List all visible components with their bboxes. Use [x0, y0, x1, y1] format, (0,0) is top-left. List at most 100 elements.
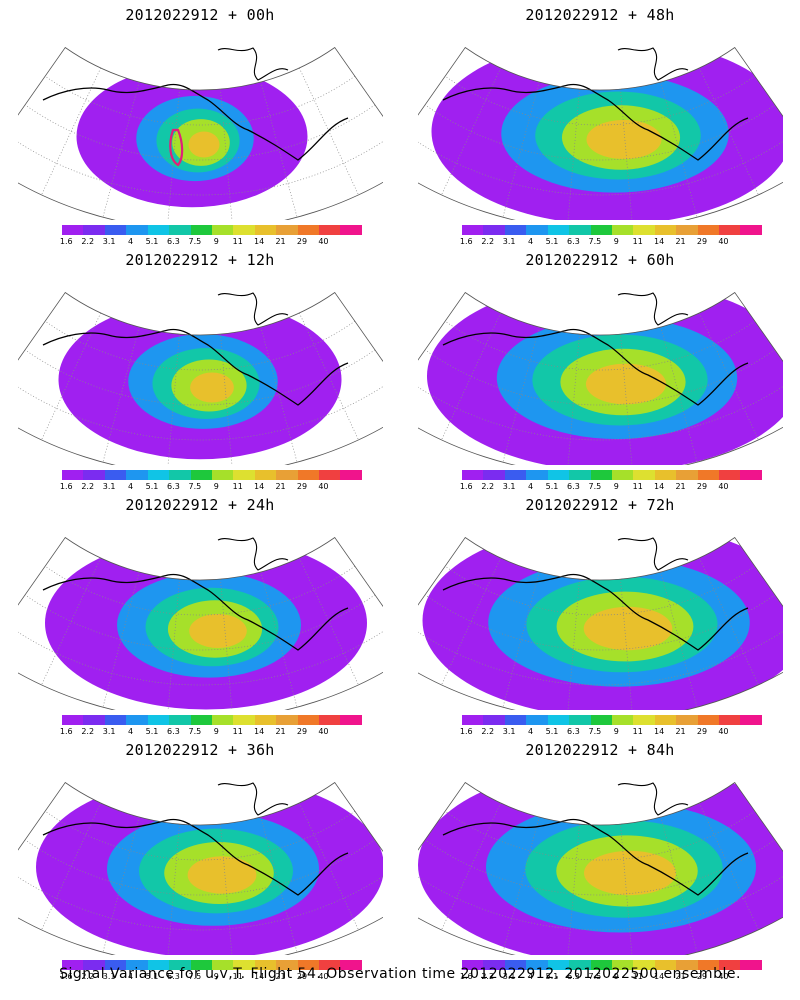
colorbar-tick-label: 1.6 [59, 237, 73, 246]
colorbar-tick-label: 1.6 [459, 972, 473, 981]
variance-field [58, 299, 342, 460]
variance-map [418, 781, 783, 955]
colorbar-tick-label: 29 [296, 727, 308, 736]
panel-title: 2012022912 + 48h [525, 6, 675, 24]
colorbar-segment [169, 960, 191, 970]
domain-outline [18, 536, 383, 710]
colorbar-segment [62, 715, 84, 725]
colorbar-segment [126, 715, 148, 725]
colorbar-tick-label: 14 [654, 237, 665, 246]
colorbar-segment [697, 715, 720, 725]
colorbar-segment [569, 715, 591, 725]
colorbar-tick-label: 4 [528, 237, 534, 246]
colorbar-segment [633, 715, 655, 725]
colorbar-tick-label: 5.1 [545, 482, 559, 491]
colorbar-tick-label: 3.1 [502, 237, 516, 246]
colorbar-segment [254, 960, 277, 970]
colorbar-tick-label: 6.3 [567, 972, 580, 981]
colorbar-tick-label: 5.1 [545, 727, 559, 736]
contour-fill [188, 131, 220, 158]
variance-field [431, 47, 783, 220]
variance-field [76, 65, 308, 208]
map-panel: 2012022912 + 60h 1.6 2.2 3.1 4 5.1 6.3 7.5 9 11 14… [400, 247, 800, 492]
colorbar-segment [190, 225, 212, 235]
colorbar-segment [676, 960, 698, 970]
colorbar-ticks: 1.6 2.2 3.1 4 5.1 6.3 7.5 9 11 14 21 29 40 [452, 482, 772, 492]
panel-title: 2012022912 + 36h [125, 741, 275, 759]
colorbar-tick-label: 29 [696, 482, 708, 491]
variance-map [418, 291, 783, 465]
colorbar-segment [169, 225, 191, 235]
colorbar [62, 960, 362, 970]
colorbar-tick-label: 1.6 [459, 237, 473, 246]
colorbar-segment [719, 225, 741, 235]
colorbar-segment [126, 470, 148, 480]
colorbar-tick-label: 5.1 [145, 237, 159, 246]
contour-fill [586, 119, 662, 160]
colorbar-segment [297, 225, 320, 235]
domain-outline [418, 781, 783, 955]
colorbar-segment [611, 715, 634, 725]
colorbar-segment [147, 470, 170, 480]
colorbar-segment [211, 225, 234, 235]
colorbar-segment [190, 470, 212, 480]
colorbar-tick-label: 2.2 [81, 237, 95, 246]
arctic-islands [217, 47, 289, 81]
colorbar-segment [547, 225, 570, 235]
colorbar-segment [462, 960, 484, 970]
colorbar-segment [633, 470, 655, 480]
coastline [42, 328, 349, 406]
colorbar-segment [297, 470, 320, 480]
colorbar-tick-label: 1.6 [459, 727, 473, 736]
colorbar-tick-label: 11 [232, 727, 243, 736]
colorbar-tick-label: 4 [528, 972, 534, 981]
colorbar [462, 225, 762, 235]
colorbar-segment [590, 225, 612, 235]
domain-outline [18, 46, 383, 220]
colorbar-tick-label: 4 [128, 727, 134, 736]
colorbar-segment [233, 715, 255, 725]
colorbar-segment [569, 960, 591, 970]
panel-title: 2012022912 + 84h [525, 741, 675, 759]
colorbar-tick-label: 21 [275, 972, 286, 981]
colorbar-tick-label: 29 [296, 972, 308, 981]
colorbar [462, 960, 762, 970]
colorbar-ticks: 1.6 2.2 3.1 4 5.1 6.3 7.5 9 11 14 21 29 40 [452, 727, 772, 737]
colorbar-tick-label: 4 [128, 482, 134, 491]
domain-outline [418, 536, 783, 710]
coastline [442, 328, 749, 406]
map-panel: 2012022912 + 48h 1.6 2.2 3.1 4 5.1 6.3 7.5 9 11 14… [400, 2, 800, 247]
colorbar-tick-label: 11 [632, 482, 643, 491]
arctic-islands [617, 292, 689, 326]
colorbar-segment [319, 715, 341, 725]
colorbar-tick-label: 29 [696, 727, 708, 736]
arctic-islands [217, 782, 289, 816]
colorbar-segment [504, 470, 527, 480]
colorbar-tick-label: 9 [213, 727, 219, 736]
figure-caption: Signal Variance for u,v,T. Flight 54. Ob… [59, 966, 741, 982]
colorbar-tick-label: 1.6 [59, 727, 73, 736]
colorbar-tick-label: 11 [232, 237, 243, 246]
colorbar-tick-label: 2.2 [481, 972, 495, 981]
colorbar-ticks: 1.6 2.2 3.1 4 5.1 6.3 7.5 9 11 14 21 29 40 [52, 482, 372, 492]
domain-outline [18, 291, 383, 465]
colorbar-tick-label: 11 [632, 237, 643, 246]
colorbar-segment [276, 225, 298, 235]
panel-title: 2012022912 + 24h [125, 496, 275, 514]
colorbar-tick-label: 2.2 [81, 727, 95, 736]
colorbar-segment [654, 470, 677, 480]
colorbar-segment [547, 715, 570, 725]
contour-fill [583, 606, 673, 651]
colorbar-tick-label: 9 [613, 972, 619, 981]
colorbar [62, 225, 362, 235]
panel-title: 2012022912 + 00h [125, 6, 275, 24]
colorbar-tick-label: 14 [654, 727, 665, 736]
colorbar-ticks: 1.6 2.2 3.1 4 5.1 6.3 7.5 9 11 14 21 29 40 [452, 972, 772, 982]
colorbar-tick-label: 40 [718, 972, 729, 981]
colorbar-tick-label: 14 [654, 482, 665, 491]
colorbar-tick-label: 29 [696, 237, 708, 246]
colorbar-tick-label: 21 [675, 482, 686, 491]
map-panel: 2012022912 + 24h 1.6 2.2 3.1 4 5.1 6.3 7.5 9 11 14… [0, 492, 400, 737]
colorbar-tick-label: 7.5 [588, 972, 602, 981]
coastline [42, 83, 349, 161]
